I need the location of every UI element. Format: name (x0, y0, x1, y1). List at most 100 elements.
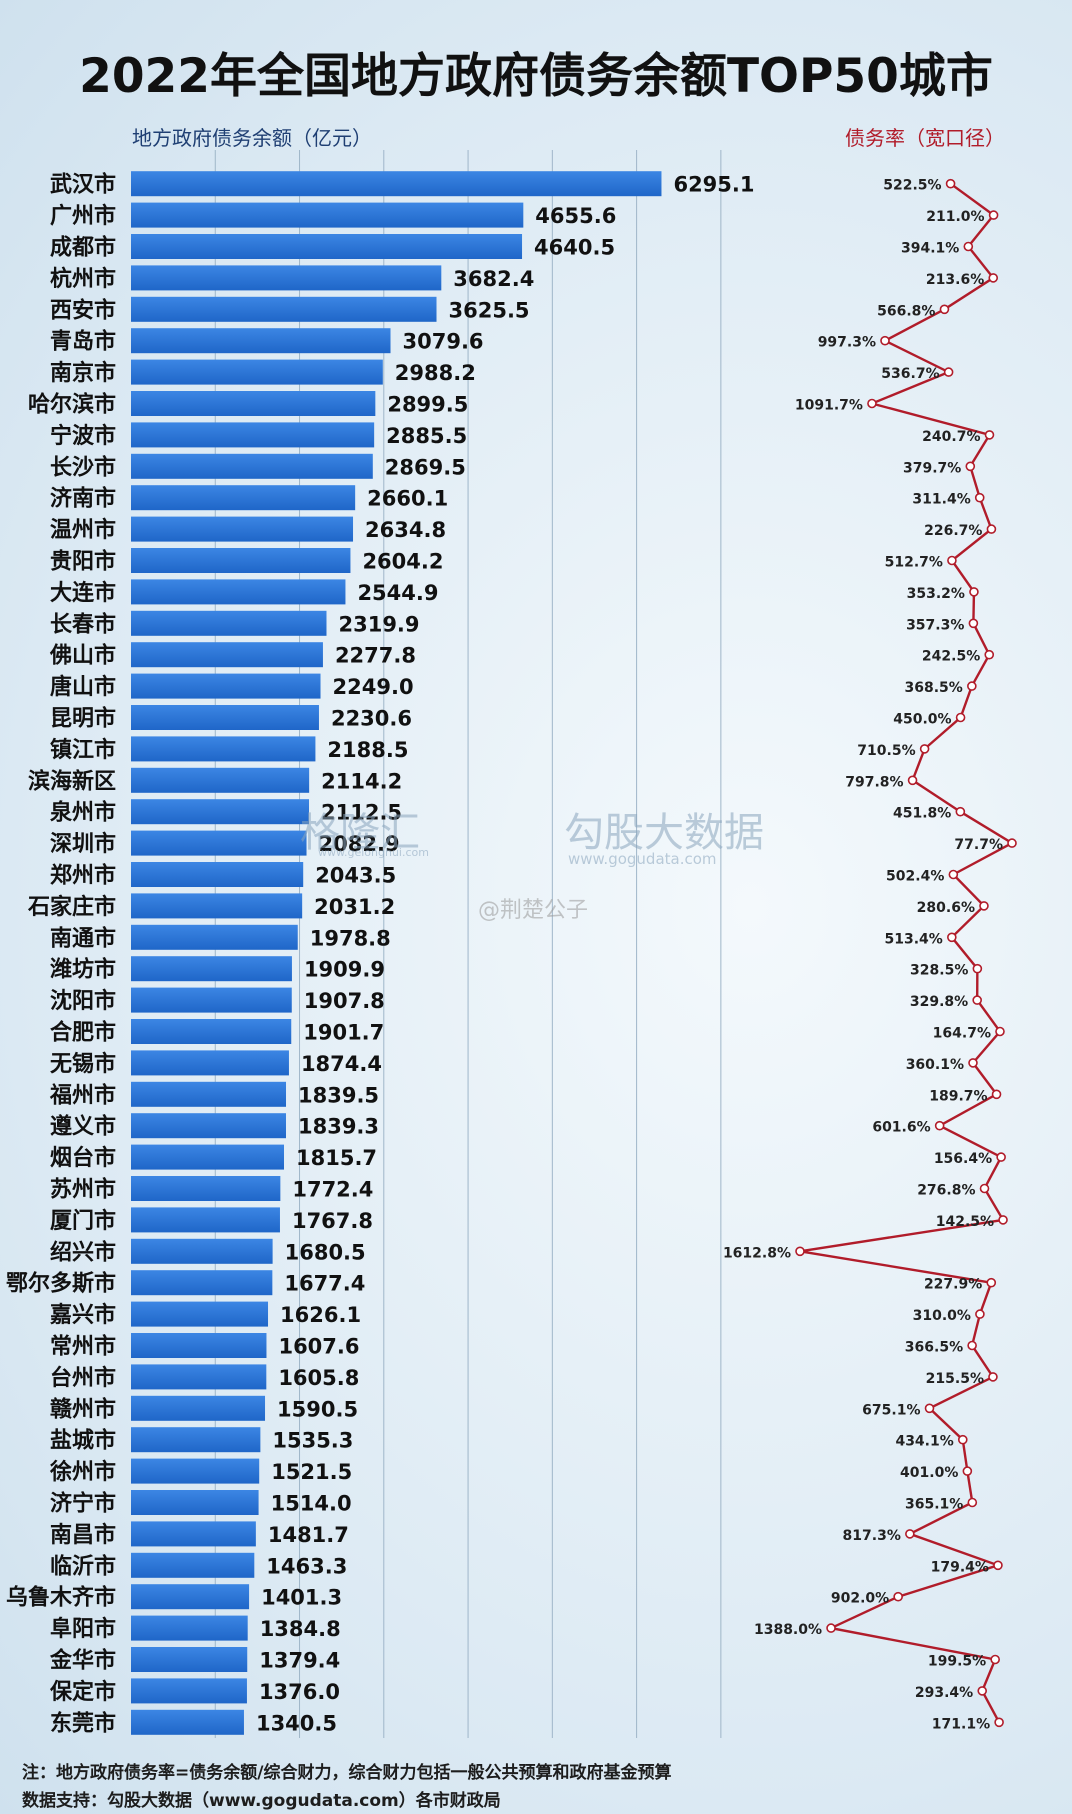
category-label: 福州市 (49, 1082, 116, 1108)
category-label: 西安市 (50, 297, 116, 323)
bar (131, 391, 376, 416)
category-label: 无锡市 (50, 1051, 116, 1077)
category-label: 潍坊市 (50, 957, 116, 983)
rate-value-label: 902.0% (831, 1591, 889, 1607)
rate-value-label: 227.9% (924, 1277, 982, 1293)
rate-value-label: 368.5% (905, 680, 963, 696)
bar-value-label: 1521.5 (271, 1460, 352, 1484)
category-label: 唐山市 (50, 674, 116, 700)
rate-value-label: 240.7% (922, 429, 980, 445)
bar (131, 422, 375, 448)
bar (131, 1176, 281, 1201)
bar-value-label: 1680.5 (285, 1240, 366, 1264)
rate-value-label: 365.1% (905, 1497, 963, 1513)
bar-series: 武汉市 6295.1 广州市 4655.6 成都市 4640.5 杭州市 3682.4 西安市 3… (6, 171, 755, 1736)
rate-value-label: 502.4% (886, 869, 944, 885)
category-label: 厦门市 (50, 1208, 116, 1234)
rate-value-label: 710.5% (857, 743, 915, 759)
rate-point (955, 712, 966, 723)
bar (131, 202, 524, 228)
category-label: 临沂市 (50, 1553, 116, 1579)
bar (131, 1615, 248, 1641)
rate-point (972, 995, 982, 1005)
rate-point (967, 1497, 978, 1508)
bar-value-label: 3625.5 (449, 298, 530, 322)
chart-title: 2022年全国地方政府债务余额TOP50城市 (79, 49, 993, 104)
category-label: 温州市 (50, 517, 116, 543)
rate-point (947, 555, 957, 566)
bar-value-label: 1481.7 (268, 1523, 349, 1547)
bar (131, 862, 304, 887)
bar-value-label: 1514.0 (271, 1492, 352, 1516)
rate-value-label: 311.4% (912, 492, 970, 508)
bar-value-label: 2112.5 (321, 801, 402, 825)
bar-value-label: 1535.3 (272, 1429, 353, 1453)
bar (131, 1647, 248, 1672)
rate-value-label: 379.7% (903, 460, 961, 476)
bar-value-label: 1463.3 (266, 1554, 347, 1578)
bar-value-label: 2043.5 (315, 864, 396, 888)
bar (131, 1081, 287, 1107)
category-label: 遵义市 (50, 1114, 116, 1140)
bar (131, 453, 373, 479)
bar-value-label: 2899.5 (387, 393, 468, 417)
rate-line (799, 182, 1015, 1723)
bar (131, 956, 292, 982)
rate-value-label: 601.6% (872, 1120, 930, 1136)
rate-point (924, 1403, 935, 1414)
bar (131, 1709, 244, 1735)
bar (131, 799, 310, 825)
bar (131, 610, 327, 636)
bar-value-label: 3079.6 (403, 330, 484, 354)
rate-value-label: 536.7% (881, 366, 939, 382)
footer-source: 数据支持：勾股大数据（www.gogudata.com）各市财政局 (22, 1791, 501, 1811)
category-label: 鄂尔多斯市 (6, 1271, 116, 1297)
category-label: 南通市 (50, 925, 116, 951)
bar (131, 924, 298, 950)
rate-value-label: 1388.0% (754, 1622, 822, 1638)
bar (131, 234, 523, 259)
bar (131, 1270, 273, 1296)
category-label: 济南市 (50, 486, 116, 512)
bar-value-label: 1607.6 (278, 1335, 359, 1359)
bar (131, 736, 316, 762)
category-label: 郑州市 (50, 863, 116, 889)
rate-point (988, 1372, 998, 1382)
category-label: 长沙市 (50, 454, 116, 480)
bar-value-label: 2604.2 (362, 550, 443, 574)
category-label: 泉州市 (50, 800, 116, 826)
bar (131, 767, 310, 793)
category-label: 深圳市 (50, 831, 116, 857)
rate-point (975, 1309, 985, 1319)
bar (131, 1490, 259, 1515)
rate-point (947, 932, 957, 943)
bar-value-label: 2249.0 (333, 675, 414, 699)
bar (131, 1458, 260, 1484)
category-label: 大连市 (50, 580, 116, 606)
rate-value-label: 242.5% (922, 649, 980, 665)
rate-value-label: 213.6% (926, 272, 984, 288)
rate-value-label: 512.7% (885, 555, 943, 571)
category-label: 济宁市 (50, 1491, 116, 1517)
watermark-brand1-url: www.gelonghui.com (318, 846, 429, 859)
rate-point (974, 492, 985, 503)
rate-point (984, 649, 995, 660)
category-label: 常州市 (50, 1334, 116, 1360)
rate-point (955, 806, 966, 817)
bar-value-label: 2031.2 (314, 895, 395, 919)
footer-note: 注：地方政府债务率=债务余额/综合财力，综合财力包括一般公共预算和政府基金预算 (22, 1763, 672, 1783)
rate-point (968, 618, 979, 629)
bar (131, 328, 391, 354)
rate-point (945, 178, 956, 189)
bar-value-label: 4640.5 (534, 236, 615, 260)
bar-value-label: 1626.1 (280, 1303, 361, 1327)
rate-value-label: 171.1% (932, 1716, 990, 1732)
bar-value-label: 1978.8 (310, 926, 391, 950)
rate-point (880, 335, 890, 346)
bar-value-label: 1907.8 (304, 989, 385, 1013)
bar (131, 1301, 269, 1327)
rate-point (986, 1277, 997, 1288)
rate-value-label: 434.1% (895, 1434, 953, 1450)
bar-value-label: 1772.4 (292, 1178, 373, 1202)
category-label: 台州市 (50, 1365, 116, 1391)
